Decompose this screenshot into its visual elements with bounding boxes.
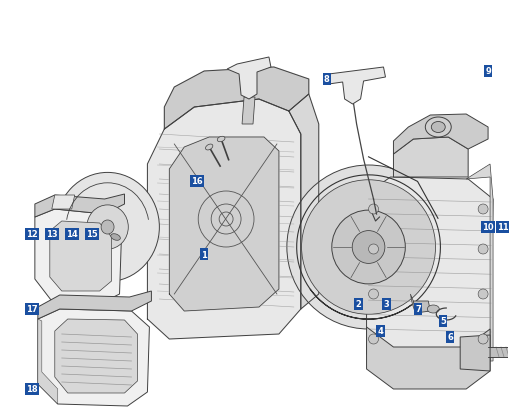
Text: 11: 11 [496,223,508,232]
Text: 12: 12 [26,230,38,239]
Text: 1: 1 [201,250,207,259]
Ellipse shape [427,305,438,313]
Polygon shape [413,301,430,313]
Polygon shape [52,196,74,209]
Circle shape [331,211,405,284]
Text: 16: 16 [191,177,203,186]
Text: 17: 17 [26,305,38,314]
Polygon shape [227,58,270,100]
Polygon shape [366,178,492,379]
Polygon shape [35,195,124,218]
Polygon shape [147,100,300,339]
Circle shape [368,334,378,344]
Polygon shape [242,98,254,125]
Polygon shape [50,221,111,291]
Ellipse shape [425,118,450,138]
Polygon shape [164,68,308,130]
Circle shape [368,245,378,254]
Circle shape [286,166,449,329]
Text: 14: 14 [66,230,77,239]
Polygon shape [38,319,58,404]
Circle shape [477,289,487,299]
Circle shape [477,334,487,344]
Circle shape [368,204,378,214]
Polygon shape [392,138,467,178]
Circle shape [301,180,435,315]
Ellipse shape [101,220,114,234]
Polygon shape [35,209,121,304]
Circle shape [368,289,378,299]
Polygon shape [328,68,385,105]
Polygon shape [392,115,487,155]
Polygon shape [54,319,137,393]
Text: 18: 18 [26,384,38,393]
Polygon shape [38,291,151,319]
Text: 3: 3 [383,300,388,309]
Ellipse shape [205,145,212,151]
Circle shape [477,204,487,214]
Polygon shape [465,164,492,361]
Polygon shape [366,327,489,389]
Text: 10: 10 [482,223,493,232]
Text: 5: 5 [439,317,445,326]
Text: 13: 13 [46,230,58,239]
Text: 2: 2 [355,300,361,309]
Text: 4: 4 [377,327,383,336]
Text: 6: 6 [446,333,453,342]
Polygon shape [487,347,509,357]
Polygon shape [169,138,278,311]
Ellipse shape [110,234,120,241]
Text: 9: 9 [484,67,490,76]
Text: 8: 8 [323,75,329,84]
Text: 15: 15 [86,230,97,239]
Circle shape [352,231,384,264]
Ellipse shape [431,122,444,133]
Ellipse shape [55,173,159,282]
Polygon shape [459,335,489,371]
Ellipse shape [87,205,128,249]
Text: 7: 7 [415,305,420,314]
Polygon shape [38,309,149,406]
Circle shape [477,245,487,254]
Polygon shape [410,294,414,313]
Polygon shape [288,95,318,309]
Ellipse shape [217,137,224,142]
